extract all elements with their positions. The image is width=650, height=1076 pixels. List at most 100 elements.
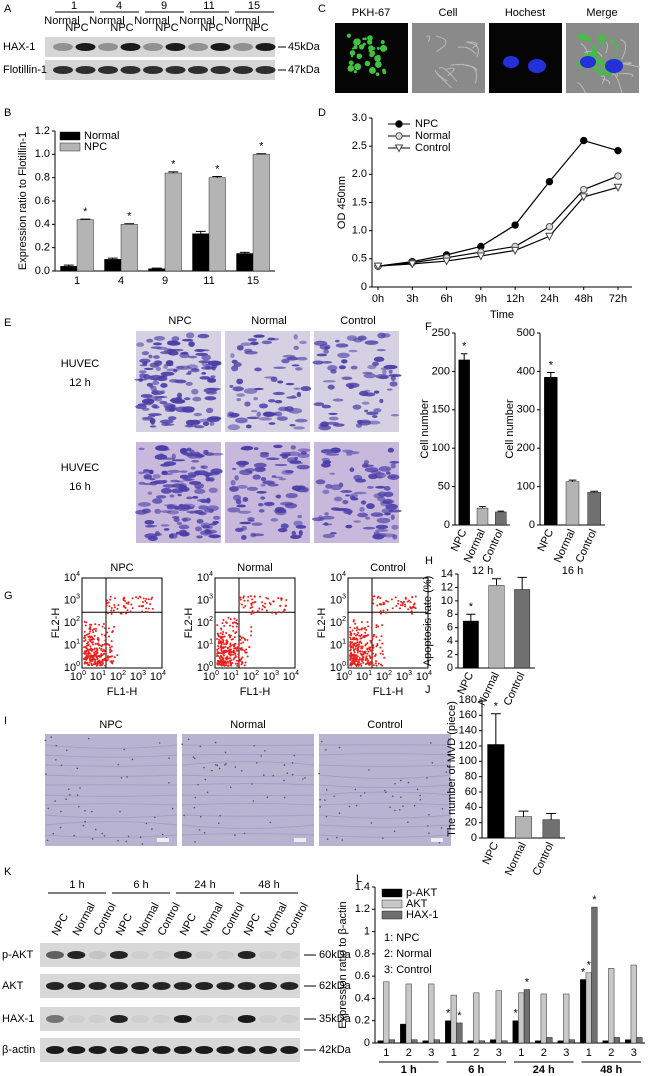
speck — [199, 815, 202, 818]
event-dot — [351, 641, 354, 644]
event-dot — [94, 629, 97, 632]
stained-cell — [273, 366, 287, 369]
significance: * — [171, 159, 176, 171]
event-dot — [89, 628, 92, 631]
y-tick-label: 0.4 — [355, 992, 370, 1004]
event-dot — [231, 621, 234, 624]
stained-cell — [237, 510, 252, 514]
stained-cell — [330, 484, 342, 491]
speck — [260, 755, 263, 757]
event-dot — [356, 633, 359, 636]
speck — [187, 738, 190, 741]
event-dot — [277, 597, 280, 600]
event-dot — [368, 654, 371, 657]
stained-cell — [365, 516, 371, 520]
y-tick-label: 101 — [64, 638, 80, 651]
lane-label: Normal — [224, 15, 259, 27]
stained-cell — [258, 502, 264, 507]
stained-cell — [166, 368, 180, 372]
stained-cell — [375, 485, 386, 489]
event-dot — [349, 626, 352, 629]
bar — [422, 1040, 429, 1044]
event-dot — [272, 600, 275, 603]
stained-cell — [295, 367, 303, 371]
scale-bar — [431, 838, 443, 842]
point — [613, 183, 623, 192]
event-dot — [84, 656, 87, 659]
green-signal — [372, 47, 376, 50]
stained-cell — [236, 393, 246, 397]
stained-cell — [295, 525, 307, 529]
event-dot — [261, 604, 264, 607]
stained-cell — [160, 382, 168, 388]
y-axis-title: Expression ratio to β-actin — [337, 901, 349, 1028]
y-tick-label: 200 — [432, 365, 450, 377]
lane-label: NPC — [242, 912, 264, 938]
speck — [427, 825, 429, 827]
stained-cell — [295, 487, 309, 493]
blot-band — [237, 982, 256, 990]
y-tick-label: 102 — [330, 616, 346, 629]
texture — [44, 744, 178, 749]
stained-cell — [345, 494, 350, 497]
tick-exponent: 3 — [76, 593, 80, 600]
event-dot — [96, 638, 99, 641]
y-tick-label: 104 — [197, 571, 213, 584]
y-tick-label: 0.6 — [355, 970, 370, 982]
lane-label: NPC — [200, 22, 223, 34]
tick-exponent: 3 — [342, 593, 346, 600]
event-dot — [97, 639, 100, 642]
blot-band — [131, 1046, 150, 1054]
event-dot — [220, 627, 223, 630]
y-tick-label: 140 — [459, 725, 477, 737]
column-title: Control — [340, 315, 375, 327]
event-dot — [381, 624, 384, 627]
stained-cell — [175, 365, 185, 369]
speck — [55, 744, 58, 747]
stained-cell — [387, 447, 394, 453]
stained-cell — [390, 514, 395, 520]
event-dot — [104, 639, 107, 642]
x-tick-label: 6h — [440, 293, 452, 305]
event-dot — [361, 655, 364, 658]
event-dot — [223, 643, 226, 646]
event-dot — [372, 644, 375, 647]
stained-cell — [250, 410, 258, 413]
speck — [78, 805, 80, 808]
y-tick-label: 0.0 — [35, 265, 50, 277]
event-dot — [110, 607, 113, 610]
event-dot — [365, 628, 368, 631]
event-dot — [229, 654, 232, 657]
bar — [515, 816, 533, 839]
event-dot — [111, 631, 114, 634]
event-dot — [361, 645, 364, 648]
event-dot — [380, 635, 383, 638]
event-dot — [365, 655, 368, 658]
event-dot — [216, 637, 219, 640]
stained-cell — [151, 390, 164, 396]
speck — [50, 736, 52, 738]
legend-note: 2: Normal — [384, 948, 432, 960]
y-tick-label: 0 — [529, 519, 535, 531]
tick-base: 10 — [64, 572, 76, 584]
event-dot — [234, 652, 237, 655]
tick-base: 10 — [330, 639, 342, 651]
panel-label: A — [4, 3, 12, 15]
x-tick-label: 1 — [518, 1047, 524, 1059]
stained-cell — [180, 448, 187, 453]
speck — [359, 795, 362, 797]
event-dot — [375, 626, 378, 629]
bar — [585, 972, 592, 1044]
stained-cell — [349, 467, 355, 473]
stained-cell — [152, 342, 162, 346]
speck — [127, 835, 130, 838]
panel-label: F — [425, 321, 432, 333]
legend-swatch — [381, 899, 403, 909]
stained-cell — [281, 358, 290, 364]
speck — [79, 787, 81, 789]
event-dot — [365, 643, 368, 646]
event-dot — [106, 631, 109, 634]
plot-frame — [214, 577, 296, 669]
event-dot — [354, 642, 357, 645]
stained-cell — [248, 471, 253, 474]
